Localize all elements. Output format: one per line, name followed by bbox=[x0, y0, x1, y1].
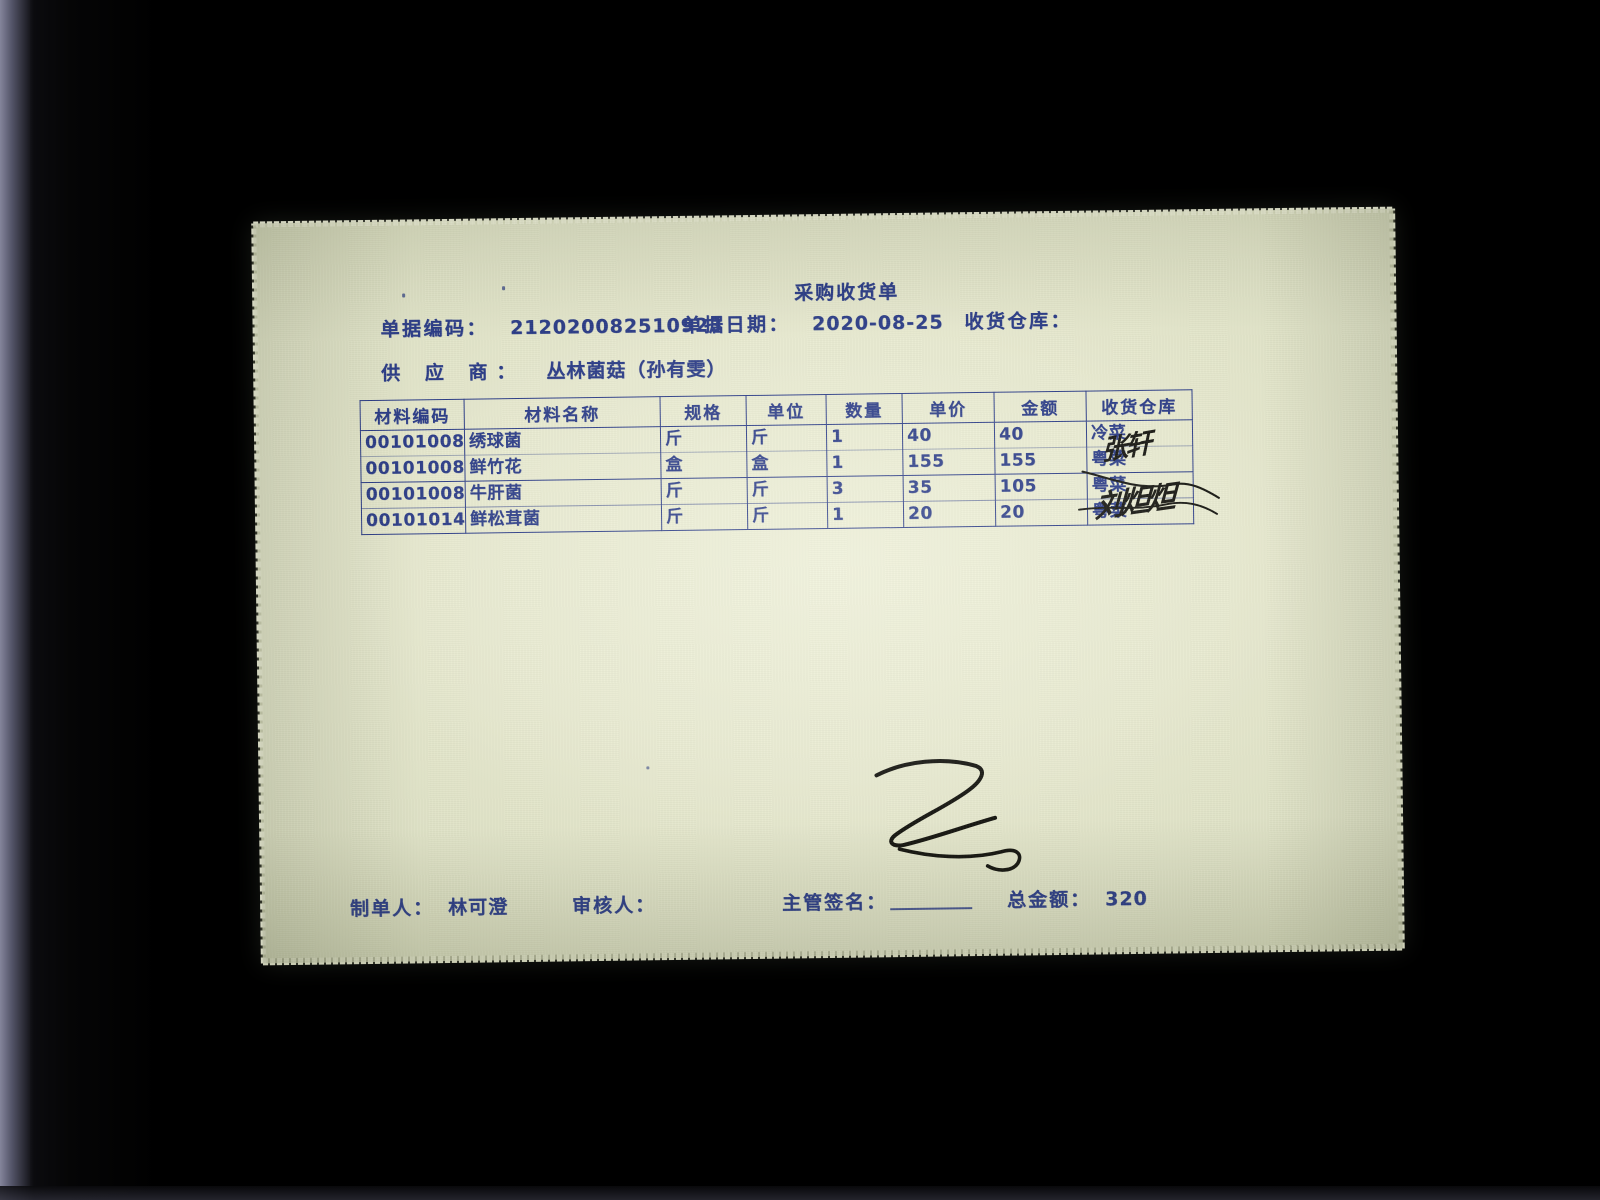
maker-label: 制单人： bbox=[350, 897, 435, 921]
line-items-table: 材料编码 材料名称 规格 单位 数量 单价 金额 收货仓库 0010100831… bbox=[360, 389, 1195, 535]
total-amount-field: 总金额： 320 bbox=[1007, 884, 1148, 913]
cell-quantity: 1 bbox=[826, 449, 904, 477]
printer-stray-dot bbox=[402, 293, 406, 298]
cell-amount: 20 bbox=[995, 499, 1088, 527]
auditor-field: 审核人： bbox=[572, 890, 670, 918]
cell-code: 0010100852 bbox=[360, 455, 466, 483]
receipt-document-sheet: 采购收货单 单据编码： 212020082510923 单据日期： 2020-0… bbox=[251, 206, 1405, 966]
column-header-unit: 单位 bbox=[746, 394, 827, 426]
cell-price: 155 bbox=[902, 448, 996, 476]
total-amount-label: 总金额： bbox=[1006, 888, 1092, 912]
cell-spec: 斤 bbox=[661, 503, 748, 531]
manager-signature-label: 主管签名： bbox=[782, 891, 888, 915]
supplier-field: 供 应 商： 丛林菌菇（孙有雯） bbox=[381, 354, 727, 386]
cell-price: 35 bbox=[903, 474, 996, 502]
cell-code: 0010101406 bbox=[361, 507, 466, 535]
cell-warehouse: 粤菜 bbox=[1087, 471, 1194, 500]
cell-name: 鲜松茸菌 bbox=[465, 504, 662, 534]
cell-name: 牛肝菌 bbox=[465, 478, 662, 508]
column-header-name: 材料名称 bbox=[464, 396, 661, 430]
column-header-spec: 规格 bbox=[660, 395, 747, 427]
cell-spec: 斤 bbox=[661, 477, 748, 505]
document-title: 采购收货单 bbox=[794, 281, 900, 305]
cell-price: 20 bbox=[903, 500, 996, 528]
photo-bottom-edge-glow bbox=[0, 1186, 1600, 1200]
maker-field: 制单人： 林可澄 bbox=[350, 892, 508, 921]
cell-code: 0010100831 bbox=[360, 429, 465, 457]
cell-warehouse: 粤菜 bbox=[1086, 445, 1194, 474]
cell-price: 40 bbox=[902, 422, 995, 450]
cell-amount: 40 bbox=[994, 421, 1087, 449]
printer-stray-dot bbox=[502, 286, 506, 291]
cell-warehouse: 粤菜 bbox=[1087, 497, 1194, 526]
supplier-label: 供 应 商： bbox=[381, 360, 525, 385]
cell-unit: 斤 bbox=[747, 502, 828, 530]
cell-code: 0010100819 bbox=[361, 481, 466, 509]
column-header-code: 材料编码 bbox=[360, 399, 465, 431]
manager-signature-underline bbox=[890, 907, 973, 911]
column-header-price: 单价 bbox=[901, 392, 995, 424]
cell-name: 绣球菌 bbox=[464, 426, 661, 456]
document-date-field: 单据日期： 2020-08-25 bbox=[682, 307, 943, 337]
cell-quantity: 1 bbox=[827, 501, 904, 529]
printer-stray-dot bbox=[646, 766, 650, 770]
supplier-value: 丛林菌菇（孙有雯） bbox=[546, 358, 727, 383]
cell-quantity: 3 bbox=[827, 475, 904, 503]
cell-amount: 105 bbox=[995, 473, 1088, 501]
cell-amount: 155 bbox=[994, 447, 1088, 475]
receiving-warehouse-field: 收货仓库： bbox=[964, 306, 1084, 335]
auditor-label: 审核人： bbox=[572, 894, 657, 918]
cell-name: 鲜竹花 bbox=[464, 452, 662, 482]
cell-spec: 盒 bbox=[660, 451, 748, 479]
cell-unit: 盒 bbox=[746, 450, 828, 478]
cell-spec: 斤 bbox=[660, 425, 747, 453]
cell-warehouse: 冷菜 bbox=[1086, 419, 1193, 448]
document-number-field: 单据编码： 212020082510923 bbox=[380, 310, 723, 341]
column-header-warehouse: 收货仓库 bbox=[1085, 389, 1193, 422]
document-date-label: 单据日期： bbox=[682, 313, 791, 337]
cell-unit: 斤 bbox=[746, 424, 827, 452]
handwritten-manager-signature bbox=[874, 759, 1022, 872]
column-header-quantity: 数量 bbox=[825, 393, 903, 425]
document-number-label: 单据编码： bbox=[380, 317, 489, 341]
cell-unit: 斤 bbox=[747, 476, 828, 504]
manager-signature-field: 主管签名： bbox=[782, 887, 901, 916]
cell-quantity: 1 bbox=[826, 423, 903, 451]
maker-value: 林可澄 bbox=[448, 896, 509, 919]
column-header-amount: 金额 bbox=[993, 391, 1087, 423]
document-date-value: 2020-08-25 bbox=[811, 311, 944, 336]
receiving-warehouse-label: 收货仓库： bbox=[964, 309, 1073, 334]
photo-left-edge-glow bbox=[0, 0, 30, 1200]
total-amount-value: 320 bbox=[1104, 887, 1148, 911]
